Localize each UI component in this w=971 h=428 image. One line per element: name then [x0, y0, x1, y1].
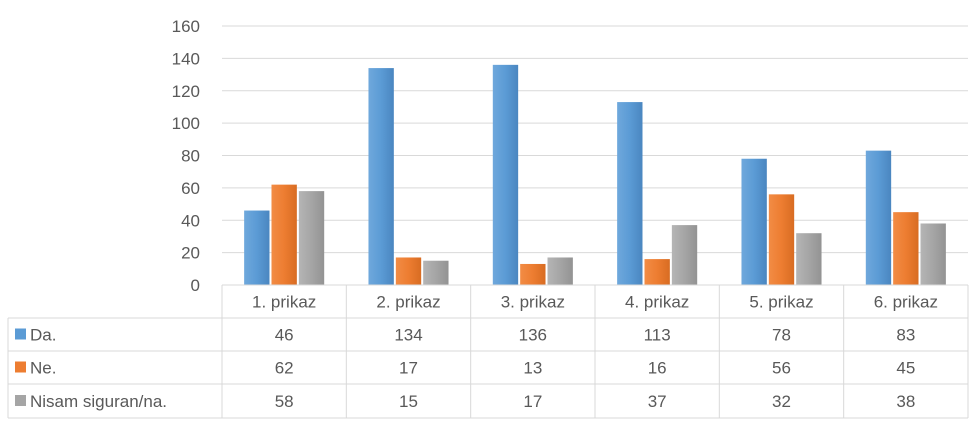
bar-1-5 [741, 158, 767, 285]
table-cell-value: 17 [399, 359, 418, 378]
y-tick-label: 100 [172, 114, 200, 133]
table-cell-value: 32 [772, 392, 791, 411]
bars [244, 64, 946, 286]
bar-1-1 [244, 210, 270, 285]
table-cell-value: 15 [399, 392, 418, 411]
category-label: 1. prikaz [252, 293, 316, 312]
bar-1-3 [492, 64, 519, 285]
table-cell-value: 58 [275, 392, 294, 411]
category-label: 6. prikaz [874, 293, 938, 312]
legend-swatch-3 [15, 395, 26, 406]
table-cell-value: 78 [772, 326, 791, 345]
table-cell-value: 38 [896, 392, 915, 411]
category-label: 3. prikaz [501, 293, 565, 312]
table-cell-value: 134 [394, 326, 422, 345]
bar-2-6 [893, 212, 919, 285]
table-cell-value: 17 [523, 392, 542, 411]
bar-2-3 [520, 263, 546, 285]
legend-label-1: Da. [30, 326, 56, 345]
bar-1-4 [617, 102, 643, 285]
table-cell-value: 45 [896, 359, 915, 378]
table-cell-value: 113 [644, 326, 671, 345]
y-tick-label: 160 [172, 17, 200, 36]
legend-label-2: Ne. [30, 359, 56, 378]
table-cell-value: 62 [275, 359, 294, 378]
y-tick-label: 120 [172, 82, 200, 101]
y-tick-label: 20 [181, 244, 200, 263]
bar-2-2 [395, 257, 422, 285]
y-tick-label: 0 [191, 276, 200, 295]
legend-swatch-1 [15, 328, 26, 340]
table-cell-value: 13 [523, 359, 542, 378]
bar-1-2 [368, 68, 394, 286]
table-cell-value: 16 [648, 359, 667, 378]
legend-swatch-2 [15, 361, 26, 373]
table-cell-value: 136 [519, 326, 547, 345]
bar-3-5 [796, 233, 822, 285]
bar-1-6 [865, 150, 892, 285]
legend-label-3: Nisam siguran/na. [30, 392, 167, 411]
y-axis: 0 20 40 60 80 100 120 140 160 [172, 17, 200, 295]
bar-3-6 [920, 223, 946, 285]
bar-2-1 [271, 184, 297, 285]
table-cell-value: 46 [275, 326, 294, 345]
data-table: 1. prikaz 2. prikaz 3. prikaz 4. prikaz 5. p… [7, 284, 969, 419]
y-tick-label: 60 [181, 179, 200, 198]
bar-3-2 [423, 260, 449, 285]
table-cell-value: 83 [896, 326, 915, 345]
bar-3-4 [671, 225, 698, 285]
category-label: 4. prikaz [625, 293, 689, 312]
bar-2-4 [644, 259, 670, 285]
bar-3-1 [298, 191, 325, 285]
gridlines [222, 25, 968, 254]
bar-2-5 [768, 194, 795, 285]
y-tick-label: 140 [172, 49, 200, 68]
y-tick-label: 80 [181, 147, 200, 166]
category-label: 2. prikaz [376, 293, 440, 312]
y-tick-label: 40 [181, 211, 200, 230]
bar-3-3 [547, 257, 573, 285]
table-cell-value: 37 [648, 392, 667, 411]
category-label: 5. prikaz [749, 293, 813, 312]
table-cell-value: 56 [772, 359, 791, 378]
